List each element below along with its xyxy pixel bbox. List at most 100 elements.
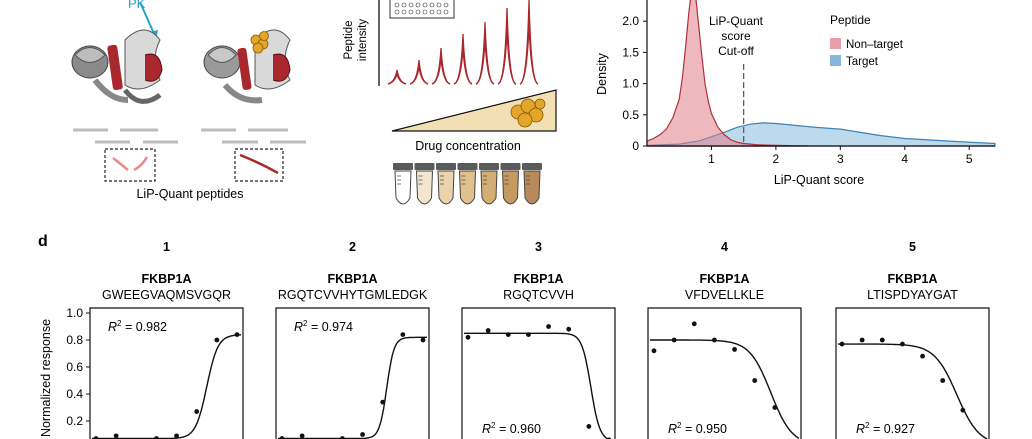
data-point: [360, 432, 365, 437]
sample-tube: [436, 163, 456, 205]
intensity-peak: [475, 39, 495, 85]
plot-number: 2: [349, 240, 356, 254]
drug-concentration-wedge: [391, 89, 557, 132]
fit-curve: [838, 343, 988, 439]
data-point: [772, 405, 778, 410]
density-x-tick-label: 3: [837, 152, 844, 166]
intensity-peak: [453, 40, 473, 85]
sample-tube: [479, 163, 499, 205]
density-y-label: Density: [595, 52, 609, 94]
legend-entry: Target: [846, 56, 879, 68]
data-point: [671, 337, 677, 343]
intensity-peak: [497, 29, 517, 85]
peptide-sequence: GWEEGVAQMSVGQR: [102, 288, 231, 302]
data-point: [732, 347, 737, 352]
data-point: [752, 378, 758, 383]
density-y-tick-label: 0: [632, 139, 639, 153]
response-y-tick-label: 0.2: [66, 414, 83, 428]
data-point: [526, 332, 531, 337]
intensity-peak: [453, 47, 473, 85]
data-point: [859, 337, 865, 343]
plot-number: 5: [909, 240, 916, 254]
response-y-tick-label: 1.0: [66, 306, 83, 320]
well-plate-icon: [389, 0, 455, 19]
plot-frame: [275, 307, 430, 439]
data-point: [712, 337, 717, 343]
data-point: [465, 334, 471, 340]
tube-body: [501, 170, 520, 205]
response-y-tick-label: 0.4: [66, 387, 83, 401]
protein-name: FKBP1A: [887, 272, 937, 286]
data-point: [340, 436, 345, 439]
plot-frame: [647, 307, 802, 439]
dose-response-plot-5: 5 FKBP1A LTISPDYAYGAT R2 = 0.927: [835, 240, 990, 439]
response-y-tick-label: 0.6: [66, 360, 83, 374]
data-point: [154, 436, 159, 439]
data-point: [546, 324, 551, 329]
data-point: [420, 337, 426, 343]
pk-label: PK: [128, 0, 146, 11]
fit-curve: [278, 336, 427, 439]
data-point: [505, 332, 511, 337]
data-point: [299, 433, 305, 439]
density-chart: 00.51.01.52.02.512345DensityLiP-Quant sc…: [595, 0, 996, 187]
data-point: [93, 436, 99, 439]
lip-quant-peptides-label: LiP-Quant peptides: [136, 187, 243, 201]
dose-response-plot-1: 1 FKBP1A GWEEGVAQMSVGQR R2 = 0.982: [89, 240, 244, 439]
lip-quant-illustration: PK: [71, 0, 557, 205]
normalized-response-label: Normalized response: [39, 319, 53, 437]
tube-body: [415, 170, 434, 205]
intensity-peak: [475, 30, 495, 85]
tube-cap: [457, 163, 478, 170]
response-y-tick-label: 0.8: [66, 333, 83, 347]
data-point: [566, 326, 572, 332]
density-x-tick-label: 5: [966, 152, 973, 166]
data-point: [920, 353, 925, 359]
protein-structure-unbound: [71, 29, 163, 104]
intensity-peak: [519, 11, 539, 85]
panel-d-label: d: [38, 233, 48, 250]
r-squared-label: R2 = 0.960: [482, 421, 541, 436]
sample-tubes: [393, 163, 542, 205]
sample-tube: [414, 163, 435, 205]
plot-frame: [461, 307, 616, 439]
plot-frame: [89, 307, 244, 439]
data-point: [586, 424, 592, 429]
tube-body: [523, 170, 541, 205]
r-squared-label: R2 = 0.927: [856, 421, 915, 436]
data-point: [960, 407, 966, 413]
data-point: [113, 433, 119, 439]
sample-tube: [457, 163, 478, 205]
sample-tube: [522, 163, 542, 205]
tube-cap: [436, 163, 456, 170]
density-x-label: LiP-Quant score: [774, 173, 864, 187]
protein-name: FKBP1A: [699, 272, 749, 286]
peptide-fragments: [73, 128, 306, 144]
plot-number: 4: [721, 240, 728, 254]
data-point: [380, 399, 386, 405]
data-point: [651, 348, 657, 354]
legend-swatch: [830, 38, 841, 49]
density-x-tick-label: 4: [901, 152, 908, 166]
tube-body: [437, 170, 455, 205]
legend-entry: Non–target: [846, 39, 904, 51]
drug-concentration-label: Drug concentration: [415, 139, 521, 153]
density-y-tick-label: 2.0: [622, 14, 639, 28]
peptide-sequence: VFDVELLKLE: [685, 288, 764, 302]
density-area-non-target: [646, 0, 809, 147]
peptide-box-full: [234, 148, 284, 182]
intensity-peaks: [387, 0, 539, 85]
data-point: [940, 378, 946, 383]
data-point: [214, 337, 220, 343]
plot-number: 3: [535, 240, 542, 254]
cutoff-label-line: LiP-Quant: [709, 14, 764, 28]
density-x-tick-label: 1: [708, 152, 715, 166]
peptide-box-half: [104, 148, 156, 182]
data-point: [174, 433, 179, 439]
data-point: [839, 341, 845, 347]
tube-body: [458, 170, 477, 205]
data-point: [879, 337, 885, 343]
peptide-sequence: LTISPDYAYGAT: [867, 288, 958, 302]
r-squared-label: R2 = 0.950: [668, 421, 727, 436]
